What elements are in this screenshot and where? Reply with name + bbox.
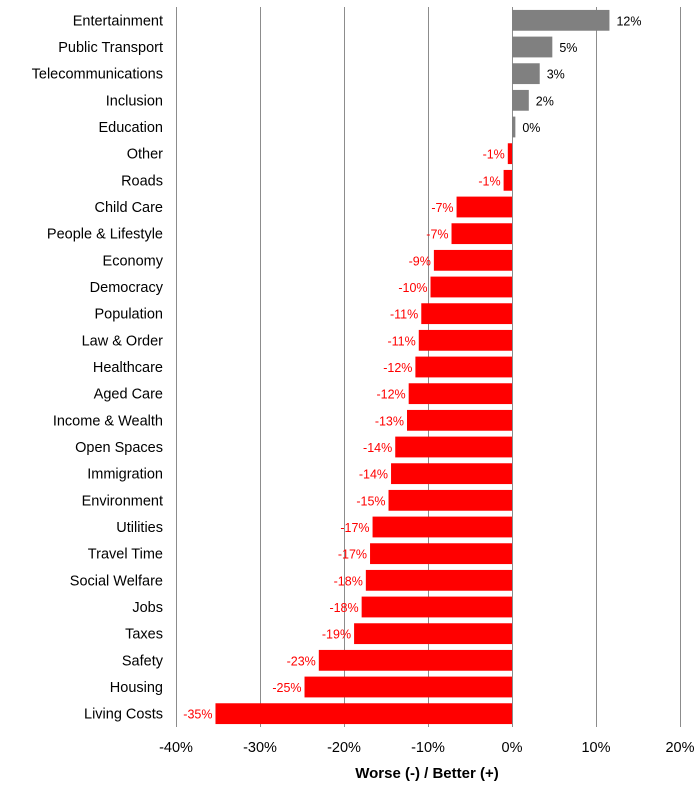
x-tick-label: -30% (243, 740, 277, 756)
bar-economy (433, 249, 512, 271)
data-label: -19% (322, 628, 351, 642)
x-axis-ticks: -40% -30% -20% -10% 0% 10% 20% (159, 740, 695, 756)
x-axis-title: Worse (-) / Better (+) (355, 765, 499, 782)
data-label: -17% (340, 521, 369, 535)
bar-safety (318, 649, 512, 671)
category-label: Population (94, 307, 163, 323)
data-label: -10% (398, 281, 427, 295)
data-label: -14% (363, 441, 392, 455)
data-label: 5% (559, 41, 577, 55)
category-label: Open Spaces (75, 440, 163, 456)
bar-population (421, 303, 512, 325)
data-label: -11% (387, 334, 415, 348)
data-label: -7% (431, 201, 453, 215)
bar-people-lifestyle (451, 223, 512, 245)
data-label: -23% (287, 654, 316, 668)
data-label: -15% (356, 494, 385, 508)
bar-aged-care (408, 383, 512, 405)
bar-income-wealth (407, 409, 512, 431)
bar-jobs (361, 596, 512, 618)
bar-open-spaces (395, 436, 512, 458)
data-label: -11% (390, 308, 418, 322)
category-label: Social Welfare (70, 573, 163, 589)
data-label: -25% (272, 681, 301, 695)
bar-living-costs (215, 703, 513, 725)
bars (215, 9, 610, 725)
category-label: Child Care (95, 200, 164, 216)
data-label: -1% (483, 148, 505, 162)
data-label: -13% (375, 414, 404, 428)
data-label: 3% (547, 68, 565, 82)
category-label: Democracy (90, 280, 164, 296)
category-label: Environment (82, 493, 163, 509)
data-label: -17% (338, 548, 367, 562)
category-label: Immigration (87, 467, 163, 483)
data-label: 2% (536, 94, 554, 108)
bar-child-care (456, 196, 512, 218)
category-label: Law & Order (82, 333, 164, 349)
bar-environment (388, 489, 512, 511)
bar-housing (304, 676, 512, 698)
bar-roads (503, 169, 512, 191)
category-label: Utilities (116, 520, 163, 536)
data-label: -14% (359, 468, 388, 482)
category-labels: Entertainment Public Transport Telecommuni… (32, 13, 164, 722)
data-label: -1% (478, 174, 500, 188)
category-label: Education (99, 120, 164, 136)
category-label: Entertainment (73, 13, 163, 29)
category-label: Roads (121, 173, 163, 189)
x-tick-label: -20% (327, 740, 361, 756)
bar-taxes (354, 623, 512, 645)
category-label: Travel Time (88, 547, 163, 563)
category-label: Telecommunications (32, 67, 163, 83)
category-label: Housing (110, 680, 163, 696)
data-label: 0% (522, 121, 540, 135)
bar-utilities (372, 516, 512, 538)
data-label: -18% (334, 574, 363, 588)
category-label: Economy (103, 253, 164, 269)
bar-healthcare (415, 356, 512, 378)
bar-other (507, 143, 512, 165)
category-label: Other (127, 147, 163, 163)
x-tick-label: 20% (665, 740, 694, 756)
category-label: Public Transport (58, 40, 163, 56)
bar-travel-time (370, 543, 512, 565)
category-label: Aged Care (94, 387, 163, 403)
category-label: Living Costs (84, 707, 163, 723)
bar-social-welfare (365, 569, 512, 591)
bar-entertainment (512, 9, 610, 31)
category-label: People & Lifestyle (47, 227, 163, 243)
x-tick-label: 10% (581, 740, 610, 756)
category-label: Taxes (125, 627, 163, 643)
data-label: -9% (409, 254, 431, 268)
x-tick-label: -10% (411, 740, 445, 756)
data-label: -35% (183, 708, 212, 722)
bar-inclusion (512, 89, 529, 111)
data-label: -12% (376, 388, 405, 402)
category-label: Inclusion (106, 93, 163, 109)
bar-democracy (430, 276, 512, 298)
data-labels: 12% 5% 3% 2% 0% -1% -1% -7% -7% -9% -10% -11% -11% -1… (183, 14, 641, 721)
bar-public-transport (512, 36, 553, 58)
bar-education (512, 116, 516, 138)
data-label: -7% (426, 228, 448, 242)
category-label: Income & Wealth (53, 413, 163, 429)
category-label: Healthcare (93, 360, 163, 376)
data-label: -12% (383, 361, 412, 375)
category-label: Safety (122, 653, 164, 669)
x-tick-label: 0% (502, 740, 523, 756)
category-label: Jobs (132, 600, 163, 616)
bar-law-order (418, 329, 512, 351)
x-tick-label: -40% (159, 740, 193, 756)
data-label: 12% (616, 14, 641, 28)
bar-telecommunications (512, 63, 540, 85)
data-label: -18% (329, 601, 358, 615)
bar-immigration (391, 463, 512, 485)
